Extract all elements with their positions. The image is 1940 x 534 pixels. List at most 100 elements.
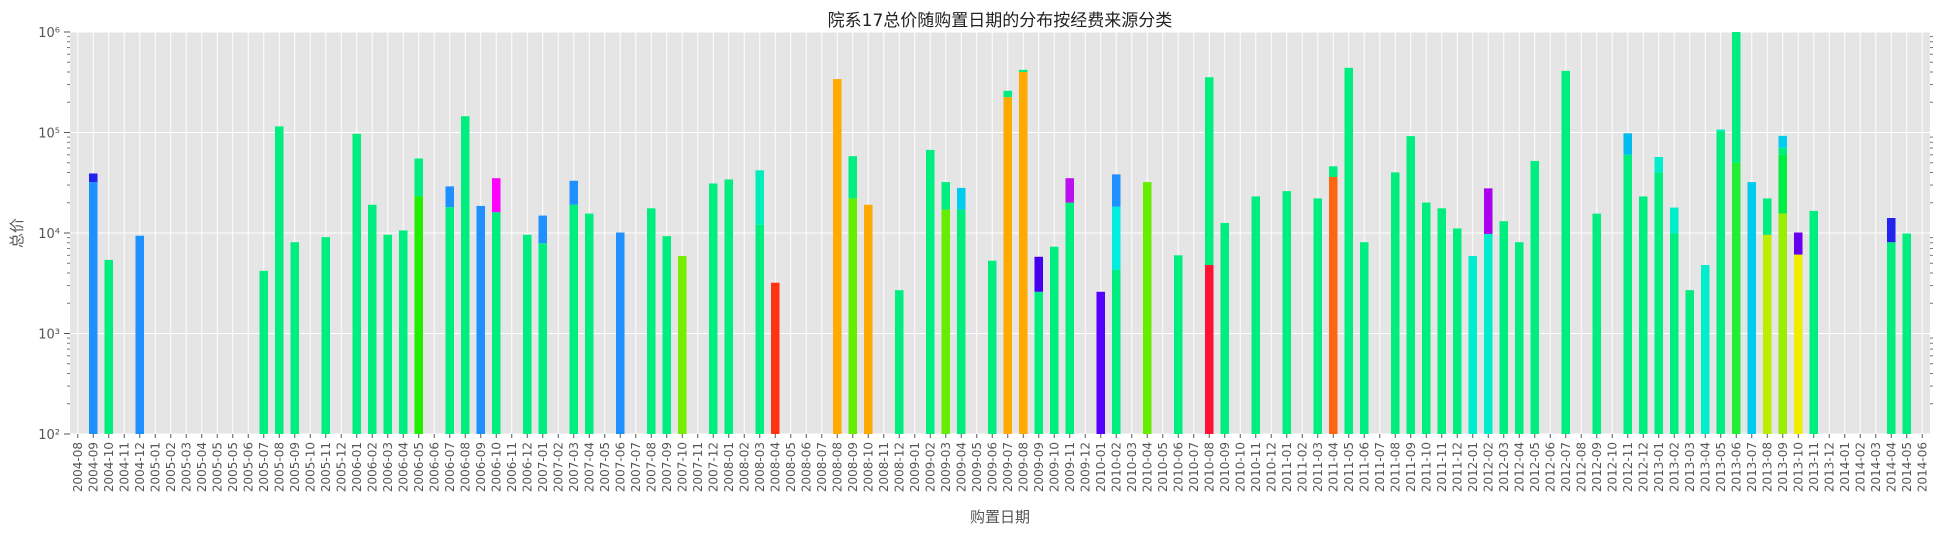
bar-stack-2006-01 xyxy=(352,133,362,434)
bar-stack-2009-06 xyxy=(987,260,997,434)
bar-stack-2004-12 xyxy=(135,235,145,434)
bar-segment xyxy=(1003,90,1013,98)
x-tick-label: 2013-12 xyxy=(1822,442,1836,492)
x-tick-label: 2007-06 xyxy=(613,442,627,492)
x-tick-label: 2014-05 xyxy=(1900,442,1914,492)
bar-segment xyxy=(1623,154,1633,434)
x-tick-label: 2006-08 xyxy=(458,442,472,492)
x-tick-label: 2005-06 xyxy=(241,442,255,492)
bar-stack-2010-06 xyxy=(1173,255,1183,434)
bar-segment xyxy=(848,156,858,199)
bar-segment xyxy=(1251,196,1261,434)
x-tick-label: 2011-01 xyxy=(1280,442,1294,492)
bar-segment xyxy=(1654,156,1664,173)
bar-segment xyxy=(863,204,873,434)
bar-segment xyxy=(1762,234,1772,434)
x-tick-label: 2008-06 xyxy=(799,442,813,492)
bar-stack-2006-10 xyxy=(491,178,501,434)
x-tick-label: 2007-03 xyxy=(567,442,581,492)
bar-stack-2013-04 xyxy=(1700,265,1710,434)
bar-segment xyxy=(88,182,98,434)
x-tick-label: 2005-05 xyxy=(210,442,224,492)
x-tick-label: 2012-12 xyxy=(1636,442,1650,492)
bar-segment xyxy=(1406,136,1416,434)
bar-segment xyxy=(1483,233,1493,434)
bar-segment xyxy=(848,198,858,434)
bar-segment xyxy=(398,230,408,434)
bar-stack-2011-05 xyxy=(1344,67,1354,434)
bar-segment xyxy=(1902,233,1912,434)
x-tick-label: 2010-11 xyxy=(1249,442,1263,492)
x-tick-label: 2011-12 xyxy=(1450,442,1464,492)
bar-stack-2010-01 xyxy=(1096,291,1106,434)
x-tick-label: 2004-09 xyxy=(86,442,100,492)
x-tick-label: 2013-10 xyxy=(1791,442,1805,492)
bar-segment xyxy=(1809,210,1819,434)
bar-segment xyxy=(460,116,470,434)
x-tick-label: 2007-02 xyxy=(551,442,565,492)
x-tick-label: 2012-01 xyxy=(1466,442,1480,492)
bar-stack-2010-02 xyxy=(1111,174,1121,434)
bar-segment xyxy=(104,259,114,434)
bar-segment xyxy=(1359,242,1369,434)
bar-stack-2010-09 xyxy=(1220,222,1230,434)
bar-stack-2013-08 xyxy=(1762,198,1772,434)
x-tick-label: 2012-04 xyxy=(1512,442,1526,492)
x-tick-label: 2008-02 xyxy=(737,442,751,492)
bar-stack-2008-09 xyxy=(848,156,858,434)
bar-segment xyxy=(1669,233,1679,434)
bar-segment xyxy=(1685,290,1695,434)
bar-stack-2013-06 xyxy=(1731,32,1741,434)
bar-stack-2009-04 xyxy=(956,187,966,434)
bar-stack-2012-02 xyxy=(1483,188,1493,434)
bar-segment xyxy=(414,196,424,434)
x-tick-layer: 2004-08 2004-09 2004-10 2004-11 2004-12 2005-… xyxy=(71,434,1929,492)
x-tick-label: 2005-11 xyxy=(319,442,333,492)
bar-segment xyxy=(987,260,997,434)
bar-segment xyxy=(538,215,548,244)
bar-stack-2006-12 xyxy=(522,234,532,434)
bar-segment xyxy=(1220,222,1230,434)
x-tick-label: 2008-11 xyxy=(877,442,891,492)
y-tick-label: 10² xyxy=(38,428,60,443)
bar-stack-2011-12 xyxy=(1452,228,1462,434)
bar-segment xyxy=(1654,172,1664,435)
bar-stack-2011-08 xyxy=(1390,172,1400,435)
x-tick-label: 2007-04 xyxy=(582,442,596,492)
bar-stack-2006-07 xyxy=(445,186,455,434)
x-tick-label: 2008-07 xyxy=(815,442,829,492)
bar-segment xyxy=(1530,160,1540,434)
bar-stack-2011-10 xyxy=(1421,202,1431,434)
x-tick-label: 2006-05 xyxy=(412,442,426,492)
x-tick-label: 2008-03 xyxy=(753,442,767,492)
x-tick-label: 2012-07 xyxy=(1559,442,1573,492)
x-tick-label: 2010-10 xyxy=(1233,442,1247,492)
bar-stack-2005-07 xyxy=(259,270,269,434)
x-tick-label: 2013-05 xyxy=(1714,442,1728,492)
bar-segment xyxy=(367,204,377,434)
bar-segment xyxy=(383,234,393,434)
bar-stack-2007-03 xyxy=(569,180,579,434)
bar-segment xyxy=(646,208,656,434)
bar-segment xyxy=(1437,208,1447,434)
bar-stack-2012-04 xyxy=(1514,242,1524,434)
bar-stack-2012-12 xyxy=(1638,196,1648,434)
x-tick-label: 2009-05 xyxy=(970,442,984,492)
x-tick-label: 2010-08 xyxy=(1202,442,1216,492)
x-tick-label: 2013-08 xyxy=(1760,442,1774,492)
x-tick-label: 2009-11 xyxy=(1063,442,1077,492)
bar-segment xyxy=(491,178,501,213)
bar-stack-2006-03 xyxy=(383,234,393,434)
x-tick-label: 2013-09 xyxy=(1776,442,1790,492)
bar-segment xyxy=(956,187,966,210)
bar-segment xyxy=(755,224,765,434)
bar-stack-2014-05 xyxy=(1902,233,1912,434)
x-tick-label: 2011-09 xyxy=(1404,442,1418,492)
bar-segment xyxy=(1778,135,1788,148)
bar-segment xyxy=(1018,69,1028,72)
bar-stack-2013-01 xyxy=(1654,156,1664,435)
bar-stack-2013-09 xyxy=(1778,135,1788,434)
bar-segment xyxy=(414,158,424,197)
bar-stack-2009-03 xyxy=(941,182,951,434)
y-tick-label: 10⁶ xyxy=(38,26,60,41)
